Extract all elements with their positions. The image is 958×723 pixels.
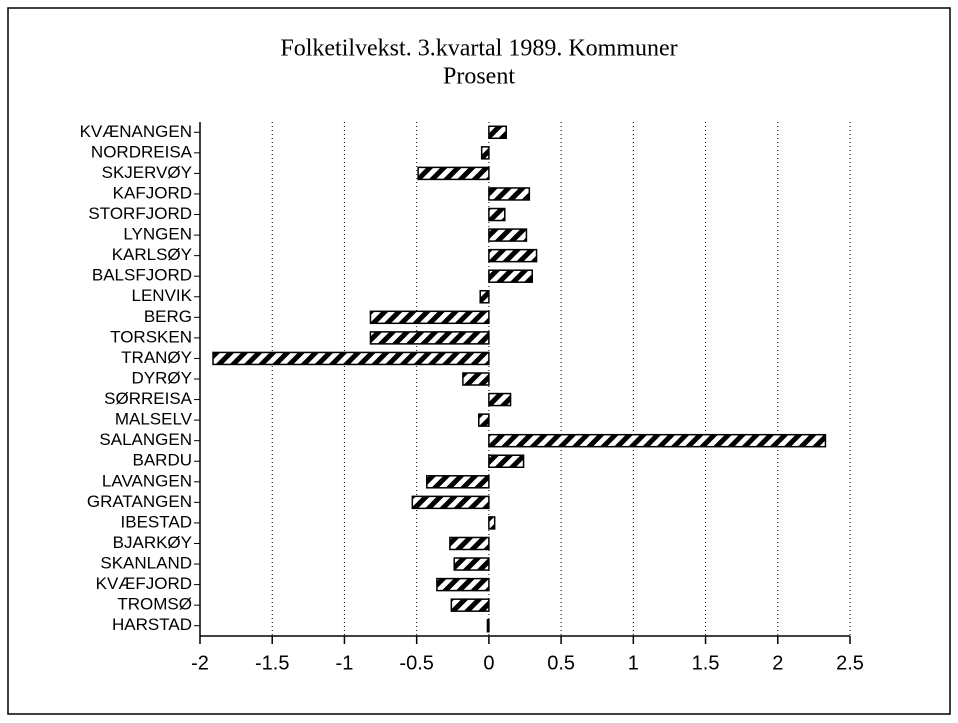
y-tick-label: LAVANGEN — [102, 471, 192, 490]
y-tick-label: LENVIK — [132, 286, 193, 305]
x-tick-label: 0 — [483, 652, 494, 674]
y-tick-label: GRATANGEN — [87, 492, 192, 511]
bar — [488, 516, 496, 530]
y-tick-label: SALANGEN — [99, 430, 192, 449]
y-tick-label: KVÆNANGEN — [80, 122, 192, 141]
bar — [480, 146, 490, 160]
bar — [417, 166, 490, 181]
bar — [488, 187, 531, 201]
bar — [449, 536, 490, 551]
y-tick-label: TORSKEN — [110, 327, 192, 346]
bar — [486, 618, 490, 633]
x-tick-label: -1 — [336, 652, 354, 674]
y-tick-label: BERG — [144, 307, 192, 326]
y-tick-label: TROMSØ — [117, 595, 192, 614]
bar — [488, 228, 528, 242]
bar — [369, 310, 490, 325]
bar — [488, 392, 512, 407]
y-tick-label: SØRREISA — [104, 389, 193, 408]
y-tick-label: KVÆFJORD — [96, 574, 192, 593]
x-tick-label: -0.5 — [399, 652, 433, 674]
y-tick-label: MALSELV — [115, 410, 193, 429]
x-tick-label: 2.5 — [836, 652, 864, 674]
x-tick-label: -1.5 — [255, 652, 289, 674]
bar — [436, 577, 490, 592]
y-tick-label: STORFJORD — [88, 204, 192, 223]
y-tick-label: BJARKØY — [113, 533, 192, 552]
bar — [488, 248, 538, 263]
x-tick-label: 1 — [628, 652, 639, 674]
chart-subtitle: Prosent — [443, 64, 515, 90]
y-tick-label: NORDREISA — [91, 142, 193, 161]
bar — [488, 207, 506, 222]
bar — [411, 495, 490, 510]
bar — [450, 598, 490, 612]
frame — [7, 7, 951, 715]
y-tick-label: SKANLAND — [100, 554, 192, 573]
y-tick-label: IBESTAD — [121, 512, 192, 531]
y-tick-label: HARSTAD — [112, 615, 192, 634]
y-tick-label: KAFJORD — [113, 183, 192, 202]
x-tick-label: 1.5 — [692, 652, 720, 674]
y-tick-label: BALSFJORD — [92, 266, 192, 285]
bar — [488, 454, 525, 468]
x-tick-label: 0.5 — [547, 652, 575, 674]
chart-title: Folketilvekst. 3.kvartal 1989. Kommuner — [280, 36, 677, 62]
bar — [462, 372, 490, 386]
x-tick-label: -2 — [191, 652, 209, 674]
bar — [369, 331, 490, 345]
bar — [212, 351, 490, 366]
bar — [488, 269, 533, 283]
y-tick-label: KARLSØY — [112, 245, 192, 264]
bar — [453, 557, 490, 571]
x-tick-label: 2 — [772, 652, 783, 674]
y-tick-label: DYRØY — [132, 368, 192, 387]
y-tick-label: BARDU — [132, 451, 192, 470]
bar — [488, 125, 507, 140]
bar — [478, 413, 490, 427]
bar — [426, 475, 490, 489]
y-tick-label: TRANØY — [121, 348, 192, 367]
bar — [479, 290, 490, 304]
bar — [488, 433, 827, 448]
y-tick-label: LYNGEN — [123, 225, 192, 244]
y-tick-label: SKJERVØY — [102, 163, 192, 182]
